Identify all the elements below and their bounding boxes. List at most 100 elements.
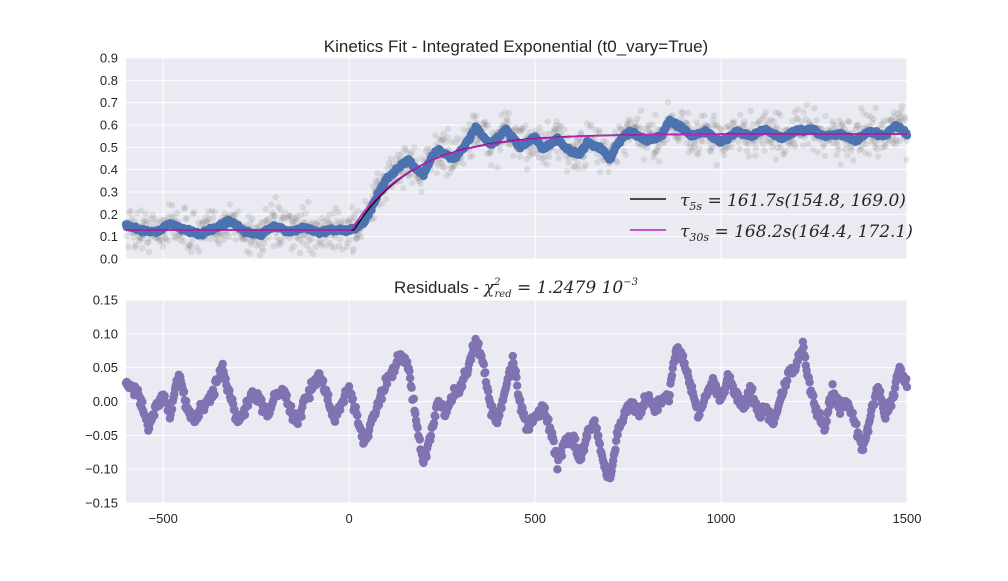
raw-data-point — [902, 116, 909, 123]
raw-data-point — [226, 233, 233, 240]
raw-data-point — [181, 204, 189, 211]
raw-data-point — [449, 164, 457, 171]
raw-data-point — [894, 110, 902, 117]
residual-point — [864, 427, 873, 436]
legend-label-5s-sub: 5s — [689, 200, 702, 213]
raw-data-point — [805, 141, 812, 148]
raw-data-point — [834, 142, 841, 150]
raw-data-point — [156, 238, 163, 245]
raw-data-point — [300, 232, 307, 239]
raw-data-point — [393, 155, 400, 162]
raw-data-point — [659, 139, 666, 147]
legend-label-30s-sub: 30s — [689, 231, 709, 244]
raw-data-point — [189, 210, 197, 217]
raw-data-point — [395, 151, 402, 158]
raw-data-point — [126, 209, 133, 216]
raw-data-point — [460, 126, 468, 133]
raw-data-point — [188, 248, 195, 255]
raw-data-point — [761, 147, 768, 154]
top-y-tick-label: 0.2 — [100, 207, 118, 222]
raw-data-point — [170, 213, 178, 220]
raw-data-point — [695, 145, 703, 152]
raw-data-point — [506, 141, 513, 149]
raw-data-point — [401, 144, 408, 152]
raw-data-point — [792, 143, 799, 150]
raw-data-point — [833, 151, 840, 159]
raw-data-point — [440, 130, 447, 138]
residual-point — [364, 432, 373, 441]
raw-data-point — [291, 214, 299, 222]
residual-point — [595, 439, 604, 449]
residual-point — [497, 404, 506, 413]
raw-data-point — [220, 236, 227, 243]
raw-data-point — [867, 113, 874, 120]
raw-data-point — [756, 117, 763, 124]
raw-data-point — [258, 220, 265, 227]
raw-data-point — [299, 204, 306, 211]
raw-data-point — [652, 111, 659, 119]
raw-data-point — [747, 107, 754, 115]
raw-data-point — [439, 164, 447, 171]
raw-data-point — [800, 142, 807, 149]
residual-point — [411, 409, 420, 418]
residual-point — [887, 402, 896, 411]
raw-data-point — [447, 164, 454, 171]
raw-data-point — [182, 216, 189, 223]
raw-data-point — [303, 242, 310, 249]
residual-point — [828, 380, 837, 389]
residual-point — [876, 387, 885, 396]
raw-data-point — [484, 150, 491, 157]
residual-point — [405, 367, 414, 376]
raw-data-point — [754, 121, 761, 128]
raw-data-point — [580, 164, 588, 172]
raw-data-point — [231, 212, 238, 219]
raw-data-point — [171, 233, 178, 241]
residual-point — [852, 419, 861, 429]
raw-data-point — [624, 117, 632, 125]
legend-label-5s-rest: = 161.7s(154.8, 169.0) — [702, 191, 906, 211]
raw-data-point — [466, 121, 473, 128]
raw-data-point — [284, 215, 291, 222]
raw-data-point — [170, 229, 177, 236]
raw-data-point — [853, 123, 860, 130]
raw-data-point — [141, 219, 148, 226]
raw-data-point — [518, 124, 526, 132]
raw-data-point — [199, 219, 207, 227]
raw-data-point — [277, 217, 285, 224]
residual-point — [540, 403, 549, 412]
raw-data-point — [453, 135, 460, 142]
raw-data-point — [763, 134, 770, 142]
raw-data-point — [484, 122, 492, 129]
raw-data-point — [719, 148, 727, 155]
raw-data-point — [487, 149, 494, 157]
raw-data-point — [845, 118, 853, 125]
raw-data-point — [847, 144, 854, 151]
raw-data-point — [378, 200, 386, 207]
raw-data-point — [884, 116, 892, 123]
raw-data-point — [632, 123, 640, 130]
raw-data-point — [482, 118, 489, 126]
raw-data-point — [803, 101, 810, 109]
raw-data-point — [811, 105, 818, 112]
raw-data-point — [637, 124, 644, 131]
raw-data-point — [299, 239, 306, 246]
raw-data-point — [879, 120, 887, 127]
raw-data-point — [710, 112, 718, 119]
raw-data-point — [655, 144, 662, 151]
raw-data-point — [232, 236, 240, 243]
raw-data-point — [422, 148, 430, 155]
raw-data-point — [195, 219, 202, 226]
residual-point — [553, 465, 562, 474]
top-y-tick-label: 0.9 — [100, 51, 118, 66]
raw-data-point — [721, 146, 728, 153]
raw-data-point — [172, 235, 179, 242]
raw-data-point — [308, 235, 315, 243]
raw-data-point — [258, 245, 266, 252]
raw-data-point — [276, 236, 284, 243]
raw-data-point — [706, 147, 714, 154]
raw-data-point — [893, 115, 901, 122]
raw-data-point — [385, 159, 392, 167]
raw-data-point — [159, 243, 166, 250]
raw-data-point — [158, 216, 165, 224]
residual-point — [150, 411, 159, 420]
